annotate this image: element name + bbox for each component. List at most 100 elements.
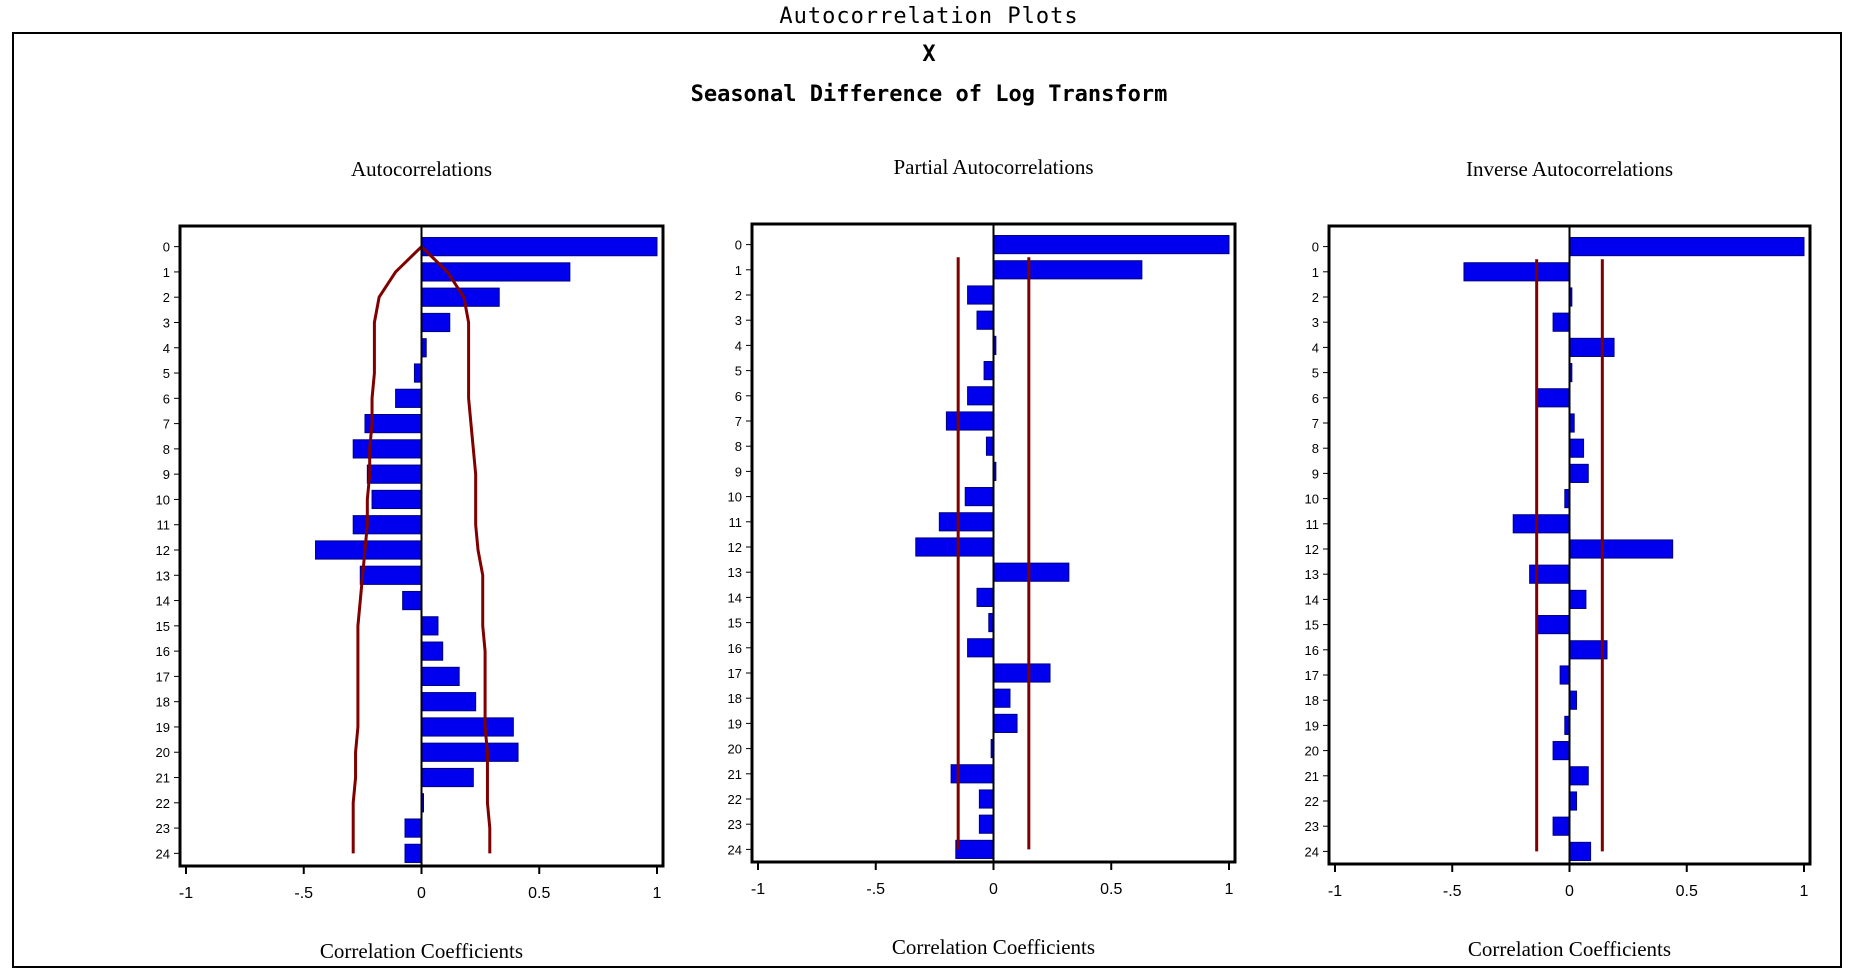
y-tick-label: 16 xyxy=(156,644,170,659)
y-tick-label: 6 xyxy=(735,389,742,404)
y-tick-label: 23 xyxy=(156,821,170,836)
bar-lag-16 xyxy=(421,641,444,661)
y-tick-label: 20 xyxy=(156,745,170,760)
y-tick-label: 11 xyxy=(157,518,171,533)
y-tick-label: 11 xyxy=(1306,517,1320,532)
bar-lag-10 xyxy=(371,489,423,510)
y-tick-label: 2 xyxy=(1312,290,1319,305)
y-tick-label: 4 xyxy=(163,341,170,356)
bar-lag-12 xyxy=(1569,539,1674,559)
bar-lag-12 xyxy=(915,537,994,557)
bar-lag-16 xyxy=(967,638,994,658)
bar-lag-23 xyxy=(1552,816,1570,836)
y-tick-label: 19 xyxy=(728,716,742,731)
y-tick-label: 3 xyxy=(163,315,170,330)
confidence-band-lower xyxy=(351,245,423,854)
bar-lag-5 xyxy=(413,363,422,383)
x-tick-label: 0 xyxy=(1565,883,1574,900)
bar-lag-8 xyxy=(352,439,422,459)
bar-lag-7 xyxy=(945,411,995,431)
bar-lag-19 xyxy=(421,717,514,737)
x-tick-label: -1 xyxy=(179,885,193,902)
bar-lag-6 xyxy=(1536,388,1571,408)
bar-lag-18 xyxy=(421,692,477,712)
y-tick-label: 18 xyxy=(156,695,170,710)
y-tick-label: 0 xyxy=(735,238,742,253)
y-tick-label: 19 xyxy=(156,720,170,735)
bar-lag-15 xyxy=(421,616,439,636)
x-axis-label: Correlation Coefficients xyxy=(1468,937,1671,961)
x-tick-label: -.5 xyxy=(1443,883,1462,900)
x-tick-label: 0 xyxy=(417,885,426,902)
y-tick-label: 19 xyxy=(1305,718,1319,733)
bar-lag-24 xyxy=(1569,841,1592,861)
y-tick-label: 4 xyxy=(735,338,742,353)
bar-lag-0 xyxy=(1569,237,1805,257)
bar-lag-1 xyxy=(421,262,571,282)
bar-lag-21 xyxy=(421,767,474,788)
bar-lag-6 xyxy=(395,388,423,408)
y-tick-label: 11 xyxy=(729,515,743,530)
y-tick-label: 12 xyxy=(728,540,742,555)
x-tick-label: -.5 xyxy=(294,885,313,902)
y-tick-label: 10 xyxy=(156,492,170,507)
y-tick-label: 5 xyxy=(163,366,170,381)
y-tick-label: 2 xyxy=(163,290,170,305)
bar-lag-1 xyxy=(1463,262,1570,282)
y-tick-label: 10 xyxy=(728,490,742,505)
bar-lag-2 xyxy=(967,285,994,305)
page-title: Autocorrelation Plots xyxy=(0,4,1858,29)
bar-lag-17 xyxy=(421,666,460,687)
y-tick-label: 15 xyxy=(156,619,170,634)
y-tick-label: 16 xyxy=(1305,643,1319,658)
y-tick-label: 16 xyxy=(728,641,742,656)
y-tick-label: 3 xyxy=(1312,315,1319,330)
y-tick-label: 10 xyxy=(1305,492,1319,507)
y-tick-label: 20 xyxy=(1305,744,1319,759)
y-tick-label: 20 xyxy=(728,742,742,757)
bar-lag-10 xyxy=(964,487,994,507)
x-tick-label: 0.5 xyxy=(1100,881,1122,898)
bar-lag-12 xyxy=(315,540,422,560)
x-tick-label: 0 xyxy=(989,881,998,898)
y-tick-label: 15 xyxy=(728,616,742,631)
bar-lag-20 xyxy=(421,742,519,762)
y-tick-label: 17 xyxy=(728,666,742,681)
y-tick-label: 7 xyxy=(1312,416,1319,431)
bar-lag-11 xyxy=(938,512,995,532)
bar-lag-20 xyxy=(1552,741,1570,761)
bar-lag-6 xyxy=(967,386,994,406)
panel-title: Autocorrelations xyxy=(351,157,492,181)
series-subtitle: X xyxy=(922,42,936,67)
y-tick-label: 6 xyxy=(1312,391,1319,406)
y-tick-label: 7 xyxy=(163,417,170,432)
y-tick-label: 13 xyxy=(1305,567,1319,582)
bar-lag-3 xyxy=(1552,312,1570,332)
bar-lag-5 xyxy=(983,361,995,381)
y-tick-label: 14 xyxy=(728,590,742,605)
bar-lag-14 xyxy=(402,590,423,611)
bar-lag-13 xyxy=(359,565,422,585)
y-tick-label: 1 xyxy=(163,265,170,280)
bar-lag-3 xyxy=(421,312,451,333)
chart-panel-1: Autocorrelations012345678910111213141516… xyxy=(156,157,665,963)
y-tick-label: 8 xyxy=(735,439,742,454)
y-tick-label: 9 xyxy=(1312,466,1319,481)
y-tick-label: 1 xyxy=(1312,265,1319,280)
bar-lag-23 xyxy=(404,818,423,838)
y-tick-label: 15 xyxy=(1305,618,1319,633)
y-tick-label: 24 xyxy=(156,846,170,861)
bar-lag-4 xyxy=(1569,337,1615,357)
x-tick-label: -1 xyxy=(1328,883,1342,900)
y-tick-label: 2 xyxy=(735,288,742,303)
y-tick-label: 24 xyxy=(1305,844,1319,859)
y-tick-label: 13 xyxy=(156,568,170,583)
y-tick-label: 5 xyxy=(735,364,742,379)
bar-lag-9 xyxy=(366,464,422,484)
x-tick-label: 0.5 xyxy=(1676,883,1698,900)
bar-lag-23 xyxy=(978,814,994,834)
y-tick-label: 23 xyxy=(1305,819,1319,834)
y-tick-label: 24 xyxy=(728,842,742,857)
y-tick-label: 0 xyxy=(1312,240,1319,255)
